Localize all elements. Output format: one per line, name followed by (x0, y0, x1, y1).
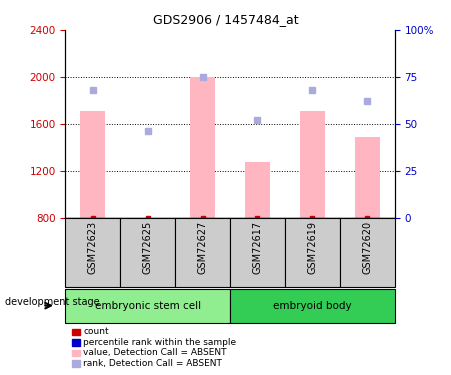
Text: GSM72623: GSM72623 (88, 221, 98, 274)
Bar (245, 162, 270, 218)
Text: percentile rank within the sample: percentile rank within the sample (83, 338, 237, 347)
Bar (80, 111, 105, 218)
Bar (175, 217, 230, 287)
Text: development stage: development stage (5, 297, 99, 307)
Text: GDS2906 / 1457484_at: GDS2906 / 1457484_at (153, 13, 298, 26)
Text: GSM72627: GSM72627 (198, 221, 207, 274)
Bar (355, 136, 380, 218)
Text: GSM72625: GSM72625 (143, 221, 153, 274)
Text: rank, Detection Call = ABSENT: rank, Detection Call = ABSENT (83, 359, 222, 368)
Text: value, Detection Call = ABSENT: value, Detection Call = ABSENT (83, 348, 227, 357)
Text: GSM72617: GSM72617 (253, 221, 262, 274)
Text: count: count (83, 327, 109, 336)
Text: GSM72620: GSM72620 (362, 221, 372, 274)
Bar (65, 217, 120, 287)
Bar (230, 217, 285, 287)
Bar (300, 111, 325, 218)
Bar (230, 289, 395, 322)
Text: embryonic stem cell: embryonic stem cell (95, 301, 201, 310)
Bar (340, 217, 395, 287)
Bar (65, 289, 230, 322)
Bar (120, 217, 175, 287)
Text: embryoid body: embryoid body (273, 301, 352, 310)
Bar (190, 77, 215, 218)
Text: GSM72619: GSM72619 (307, 221, 318, 274)
Bar (285, 217, 340, 287)
